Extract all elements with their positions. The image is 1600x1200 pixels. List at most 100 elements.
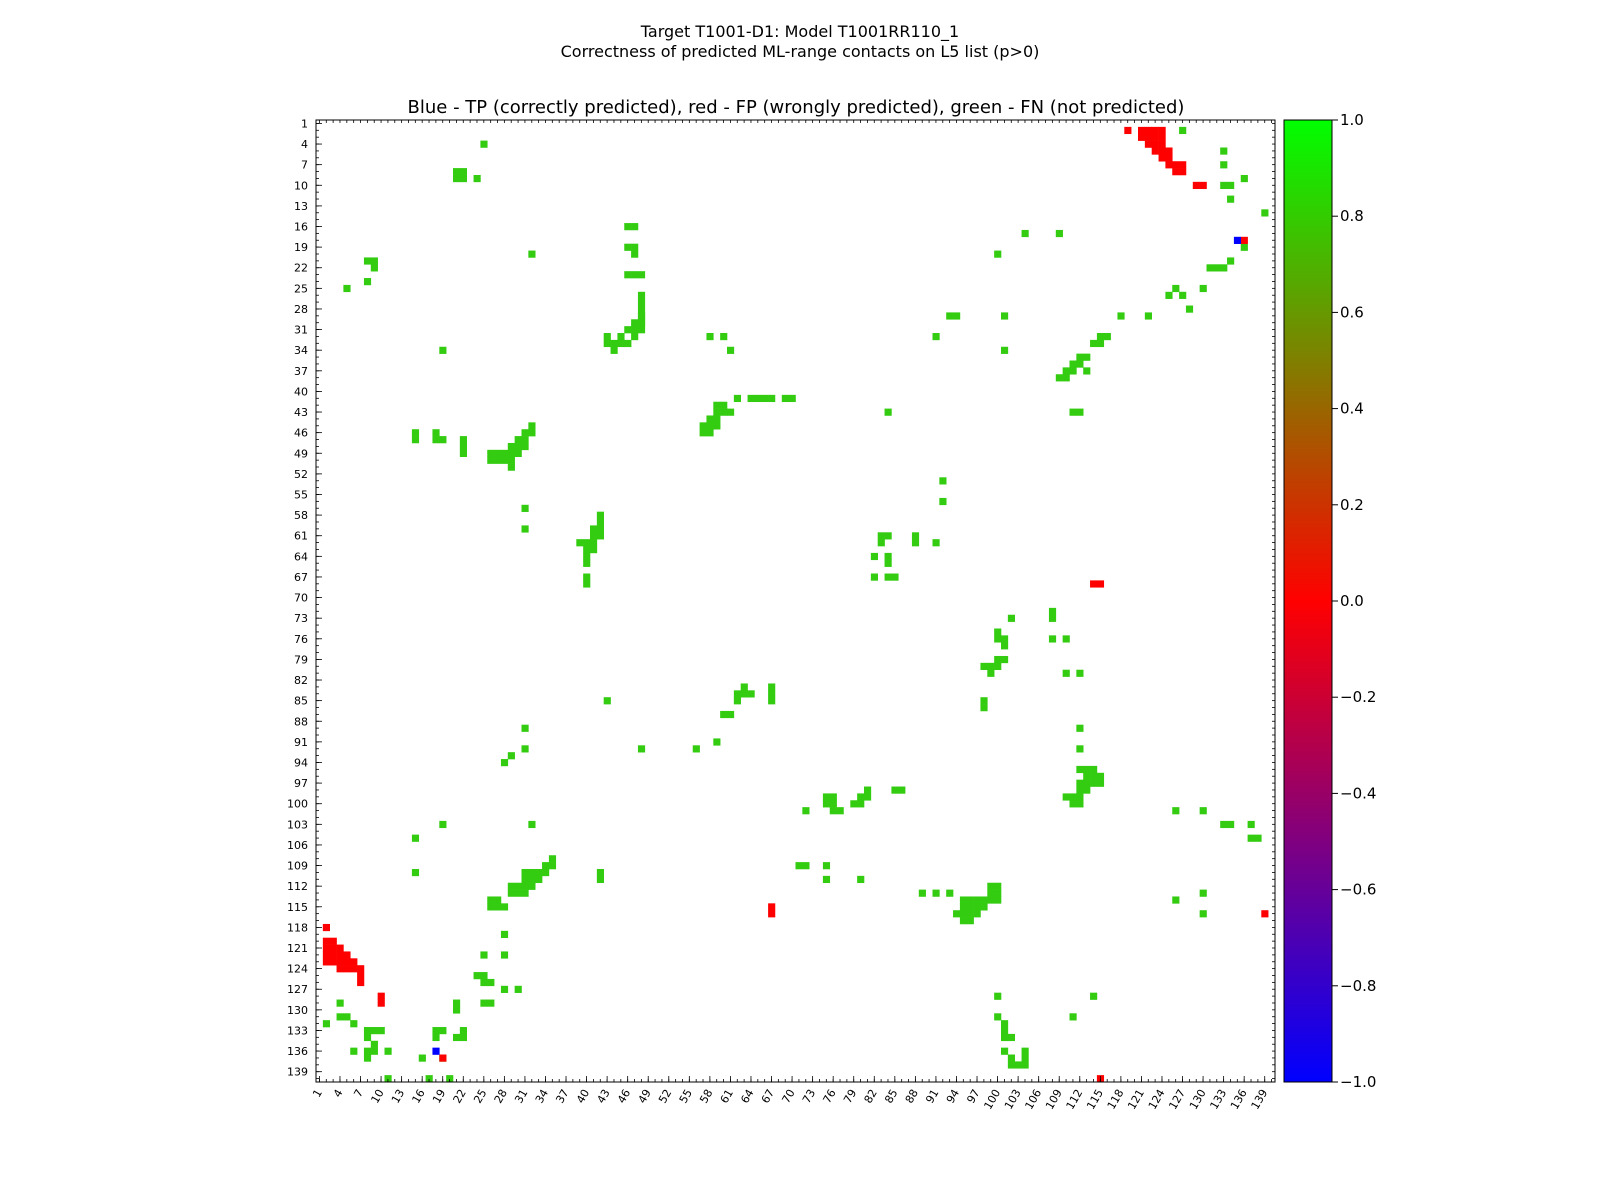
fn-cell: [959, 917, 968, 925]
fn-cell: [542, 868, 550, 877]
fn-cell: [706, 415, 714, 423]
fn-cell: [494, 449, 502, 457]
fn-cell: [959, 896, 968, 904]
fn-cell: [864, 786, 872, 794]
fn-cell: [884, 408, 892, 416]
fp-cell: [1124, 126, 1132, 135]
x-tick-label: 133: [1207, 1087, 1229, 1112]
fn-cell: [713, 422, 721, 430]
fn-cell: [487, 449, 495, 457]
fn-cell: [1007, 1054, 1015, 1062]
fp-cell: [1138, 133, 1146, 141]
x-tick-label: 43: [594, 1087, 612, 1106]
fn-cell: [1172, 807, 1180, 815]
fn-cell: [411, 868, 420, 877]
fp-cell: [1151, 140, 1159, 148]
fn-cell: [500, 903, 509, 911]
y-tick-label: 106: [287, 839, 308, 852]
fn-cell: [1199, 910, 1207, 918]
fn-cell: [747, 394, 755, 403]
fn-cell: [959, 903, 968, 911]
fn-cell: [1021, 1061, 1029, 1069]
fn-cell: [439, 436, 447, 444]
fp-cell: [1199, 181, 1207, 190]
fn-cell: [877, 539, 885, 547]
x-tick-label: 130: [1187, 1087, 1209, 1112]
x-axis-tick-labels: 1 4 7 10 13 16 19 22 25 28 31 34 37 40 43 46 49 52 55 58 61 6…: [310, 1087, 1270, 1112]
fn-cell: [631, 271, 639, 279]
fn-cell: [596, 875, 604, 884]
y-tick-label: 40: [294, 385, 308, 398]
fn-cell: [1048, 607, 1057, 616]
fn-cell: [603, 333, 611, 341]
fn-cell: [768, 697, 776, 705]
fn-cell: [870, 573, 878, 581]
fn-cell: [507, 456, 515, 464]
fn-cell: [1001, 635, 1009, 643]
fn-cell: [439, 346, 447, 354]
fn-cell: [500, 930, 509, 938]
fn-cell: [1090, 772, 1098, 780]
colorbar-tick-label: −1.0: [1340, 1073, 1376, 1091]
fn-cell: [500, 985, 509, 993]
fp-cell: [329, 937, 337, 945]
fn-cell: [713, 401, 721, 409]
fn-cell: [637, 291, 646, 299]
fp-cell: [1165, 161, 1173, 169]
y-tick-label: 19: [294, 241, 308, 254]
y-tick-label: 49: [294, 447, 308, 460]
fn-cell: [631, 250, 639, 258]
plot-frame: [315, 119, 1276, 1083]
fn-cell: [966, 910, 974, 918]
fn-cell: [1254, 834, 1262, 842]
x-tick-label: 10: [368, 1087, 386, 1106]
fn-cell: [1103, 333, 1111, 341]
fn-cell: [384, 1075, 392, 1083]
fn-cell: [624, 223, 632, 231]
x-tick-label: 82: [862, 1087, 880, 1106]
x-tick-label: 40: [574, 1087, 592, 1106]
colorbar-tick-label: −0.6: [1340, 881, 1376, 899]
fn-cell: [583, 552, 591, 561]
fn-cell: [699, 429, 707, 437]
x-tick-label: 61: [718, 1087, 736, 1106]
fn-cell: [507, 752, 515, 760]
fn-cell: [1172, 284, 1180, 293]
fp-cell: [1144, 126, 1152, 135]
x-tick-label: 25: [471, 1087, 489, 1106]
fn-cell: [1185, 305, 1194, 313]
fn-cell: [500, 449, 509, 457]
fn-cell: [459, 168, 467, 176]
x-tick-label: 34: [533, 1087, 551, 1106]
fp-cell: [343, 965, 351, 973]
fn-cell: [706, 333, 714, 341]
fn-cell: [590, 525, 598, 533]
fp-cell: [1151, 147, 1159, 155]
fn-cell: [363, 1033, 372, 1042]
fn-cell: [761, 394, 769, 403]
fn-cell: [768, 683, 776, 691]
fn-cell: [932, 539, 940, 547]
fn-cell: [727, 408, 735, 416]
colorbar-tick-label: 0.4: [1340, 400, 1364, 418]
y-tick-label: 1: [301, 117, 308, 130]
fn-cell: [596, 525, 604, 533]
fn-cell: [795, 862, 803, 870]
fp-cell: [1158, 126, 1166, 135]
fn-cell: [747, 690, 755, 698]
fp-cell: [322, 958, 330, 966]
x-tick-label: 49: [636, 1087, 654, 1106]
fn-cell: [884, 552, 892, 561]
fn-cell: [1247, 834, 1255, 842]
fn-cell: [631, 223, 639, 231]
fn-cell: [459, 436, 467, 444]
fp-cell: [1096, 580, 1105, 588]
fn-cell: [480, 972, 488, 980]
fn-cell: [603, 697, 611, 705]
fn-cell: [1220, 820, 1228, 829]
fn-cell: [1069, 367, 1077, 375]
fn-cell: [898, 786, 906, 794]
fn-cell: [1083, 765, 1091, 774]
fn-cell: [631, 319, 639, 327]
fn-cell: [980, 903, 988, 911]
